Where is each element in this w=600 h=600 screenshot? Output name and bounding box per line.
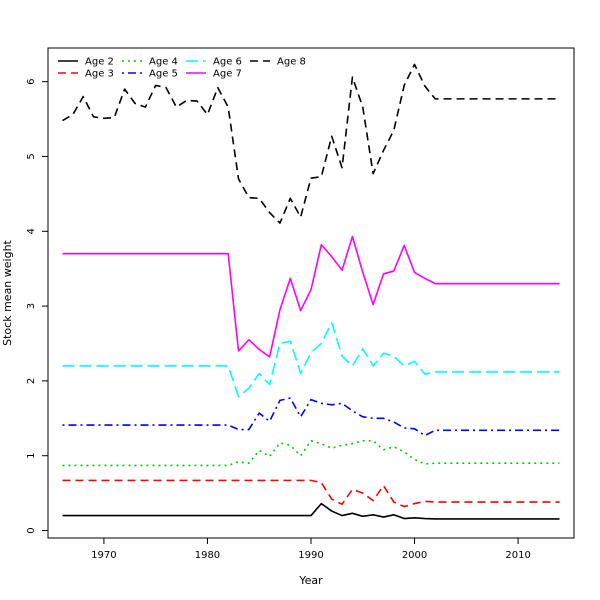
plot-frame	[47, 47, 575, 539]
y-tick-label: 1	[26, 453, 37, 459]
series-line-age-5	[62, 397, 560, 437]
legend-label: Age 4	[149, 57, 178, 68]
legend-label: Age 8	[277, 57, 306, 68]
y-tick-label: 2	[26, 378, 37, 384]
y-tick-label: 0	[26, 527, 37, 533]
legend-label: Age 7	[213, 69, 242, 80]
x-tick-label: 2010	[505, 550, 530, 561]
y-axis-title: Stock mean weight	[1, 239, 14, 345]
y-tick-label: 4	[26, 228, 37, 234]
x-tick-label: 1990	[298, 550, 323, 561]
y-tick-label: 3	[26, 303, 37, 309]
series-layer	[62, 63, 560, 520]
x-axis: 1970 1980 1990 2000 2010	[91, 538, 531, 561]
y-axis: 0 1 2 3 4 5 6	[26, 78, 48, 534]
y-tick-label: 6	[26, 78, 37, 84]
x-tick-label: 2000	[402, 550, 427, 561]
series-line-age-3	[62, 479, 560, 508]
legend-label: Age 3	[85, 69, 114, 80]
series-line-age-6	[62, 321, 560, 398]
legend-label: Age 5	[149, 69, 178, 80]
x-axis-title: Year	[298, 574, 323, 587]
x-tick-label: 1970	[91, 550, 116, 561]
legend-label: Age 2	[85, 57, 114, 68]
y-tick-label: 5	[26, 153, 37, 159]
x-tick-label: 1980	[195, 550, 220, 561]
series-line-age-2	[62, 502, 560, 520]
series-line-age-7	[62, 235, 560, 358]
legend-label: Age 6	[213, 57, 242, 68]
series-line-age-4	[62, 439, 560, 467]
series-line-age-8	[62, 63, 560, 224]
